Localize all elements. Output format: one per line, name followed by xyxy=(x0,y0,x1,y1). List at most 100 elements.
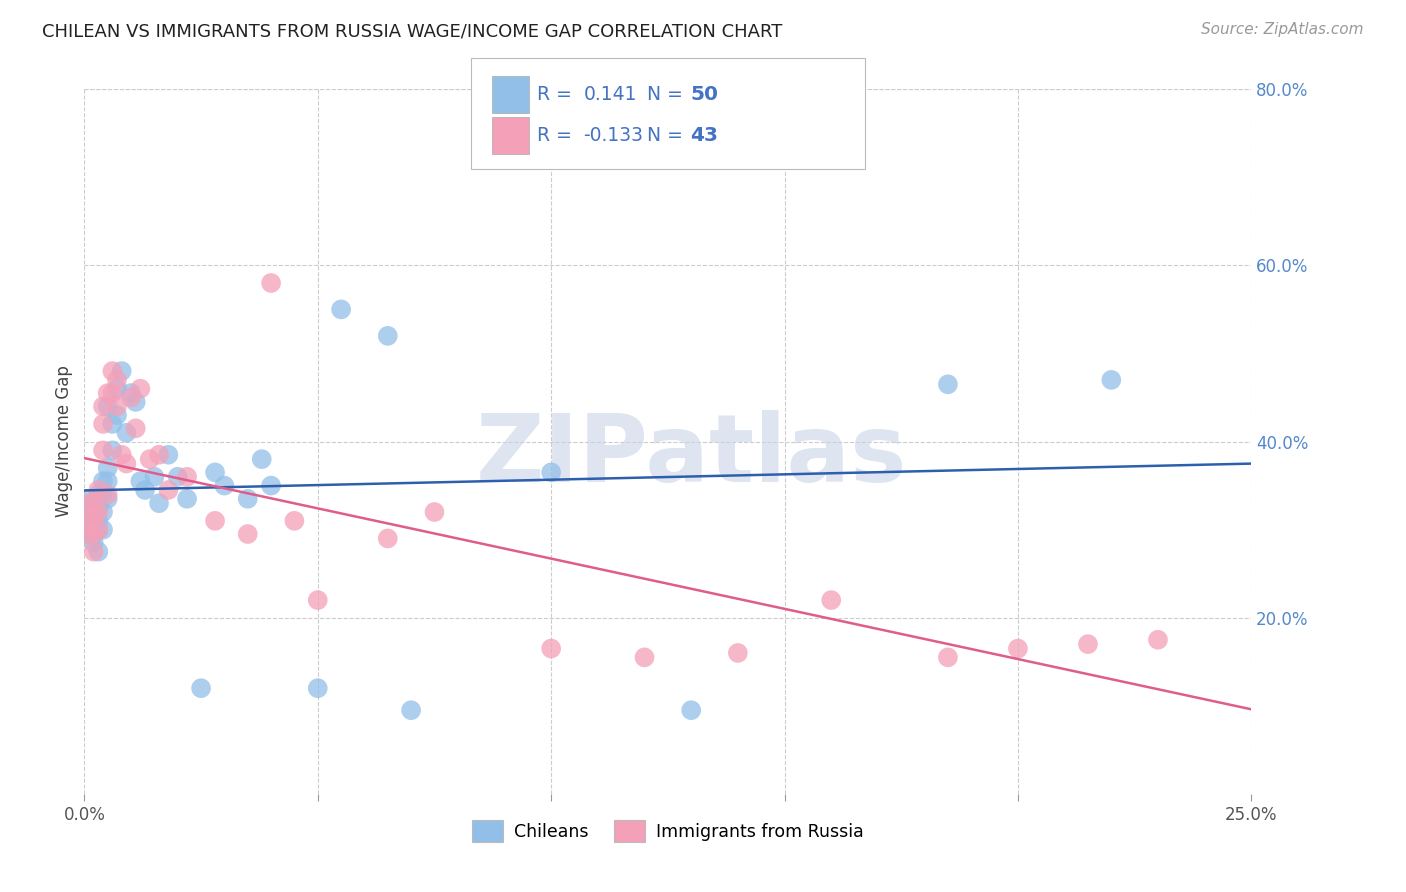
Point xyxy=(87,483,110,497)
Text: R =: R = xyxy=(537,126,578,145)
Point xyxy=(91,399,114,413)
Point xyxy=(91,505,114,519)
Text: N =: N = xyxy=(647,126,689,145)
Point xyxy=(87,487,110,501)
Point xyxy=(1077,637,1099,651)
Point xyxy=(129,382,152,396)
Point xyxy=(111,364,134,378)
Point xyxy=(77,509,100,524)
Point xyxy=(250,452,273,467)
Point xyxy=(101,386,124,401)
Point xyxy=(120,386,142,401)
Point xyxy=(101,443,124,458)
Point xyxy=(87,514,110,528)
Point xyxy=(377,532,399,546)
Text: -0.133: -0.133 xyxy=(583,126,644,145)
Point xyxy=(176,469,198,483)
Point xyxy=(125,421,148,435)
Point xyxy=(87,500,110,515)
Point xyxy=(83,496,105,510)
Point xyxy=(540,466,562,480)
Point xyxy=(330,302,353,317)
Point xyxy=(399,703,422,717)
Point xyxy=(423,505,446,519)
Point xyxy=(101,364,124,378)
Point xyxy=(260,276,283,290)
Point xyxy=(97,487,120,501)
Point xyxy=(307,593,329,607)
Text: ZIPatlas: ZIPatlas xyxy=(475,409,907,501)
Point xyxy=(91,474,114,488)
Point xyxy=(91,417,114,431)
Point xyxy=(1099,373,1122,387)
Text: CHILEAN VS IMMIGRANTS FROM RUSSIA WAGE/INCOME GAP CORRELATION CHART: CHILEAN VS IMMIGRANTS FROM RUSSIA WAGE/I… xyxy=(42,22,783,40)
Point xyxy=(125,395,148,409)
Point xyxy=(83,518,105,533)
Point xyxy=(97,474,120,488)
Text: 43: 43 xyxy=(690,126,718,145)
Point xyxy=(87,523,110,537)
Point xyxy=(936,377,959,392)
Point xyxy=(97,461,120,475)
Point xyxy=(77,527,100,541)
Legend: Chileans, Immigrants from Russia: Chileans, Immigrants from Russia xyxy=(465,814,870,848)
Point xyxy=(91,523,114,537)
Point xyxy=(83,505,105,519)
Text: N =: N = xyxy=(647,85,689,104)
Point xyxy=(87,505,110,519)
Point xyxy=(214,478,236,492)
Point xyxy=(633,650,655,665)
Point xyxy=(87,544,110,558)
Point xyxy=(283,514,305,528)
Point xyxy=(138,452,160,467)
Point xyxy=(236,491,259,506)
Point xyxy=(204,466,226,480)
Point xyxy=(260,478,283,492)
Point xyxy=(91,443,114,458)
Point xyxy=(727,646,749,660)
Point xyxy=(120,391,142,405)
Point xyxy=(204,514,226,528)
Point xyxy=(83,527,105,541)
Text: 50: 50 xyxy=(690,85,718,104)
Point xyxy=(83,527,105,541)
Point xyxy=(157,483,180,497)
Point xyxy=(115,425,138,440)
Text: 0.141: 0.141 xyxy=(583,85,637,104)
Point xyxy=(83,544,105,558)
Point xyxy=(105,399,128,413)
Point xyxy=(307,681,329,696)
Y-axis label: Wage/Income Gap: Wage/Income Gap xyxy=(55,366,73,517)
Point xyxy=(91,487,114,501)
Point xyxy=(97,491,120,506)
Point xyxy=(166,469,188,483)
Point xyxy=(77,527,100,541)
Point xyxy=(101,417,124,431)
Point xyxy=(97,386,120,401)
Text: R =: R = xyxy=(537,85,578,104)
Point xyxy=(129,474,152,488)
Point xyxy=(105,382,128,396)
Point xyxy=(83,496,105,510)
Point xyxy=(105,373,128,387)
Point xyxy=(148,448,170,462)
Point xyxy=(1147,632,1170,647)
Point xyxy=(681,703,703,717)
Point xyxy=(111,448,134,462)
Point xyxy=(377,328,399,343)
Point xyxy=(176,491,198,506)
Point xyxy=(115,457,138,471)
Point xyxy=(83,536,105,550)
Point xyxy=(77,496,100,510)
Point xyxy=(97,399,120,413)
Point xyxy=(157,448,180,462)
Point xyxy=(936,650,959,665)
Point xyxy=(820,593,842,607)
Point xyxy=(236,527,259,541)
Point xyxy=(540,641,562,656)
Text: Source: ZipAtlas.com: Source: ZipAtlas.com xyxy=(1201,22,1364,37)
Point xyxy=(134,483,156,497)
Point xyxy=(105,408,128,422)
Point xyxy=(1007,641,1029,656)
Point xyxy=(77,514,100,528)
